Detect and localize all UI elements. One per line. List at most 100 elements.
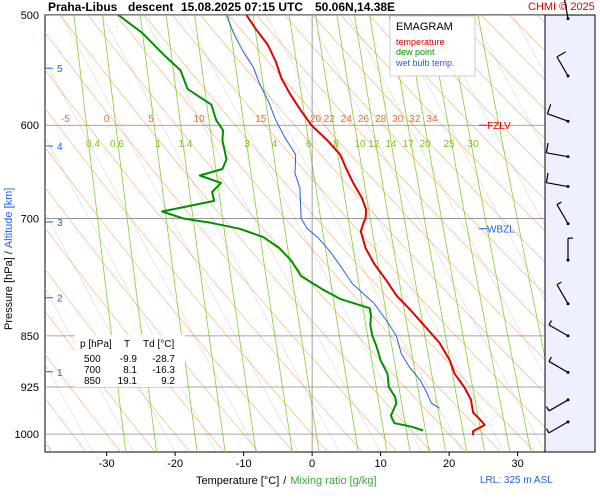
adiabat-label: 30	[392, 114, 404, 125]
table-header-t: T	[124, 339, 130, 350]
dry-adiabat	[312, 15, 545, 263]
x-tick-label: -10	[236, 458, 252, 470]
wind-barb-station	[566, 222, 570, 226]
adiabat-label: 15	[255, 114, 267, 125]
wind-barb-station	[566, 119, 570, 123]
dry-adiabat	[45, 107, 329, 452]
moist-adiabat	[101, 15, 340, 452]
wind-barb-flag	[548, 320, 552, 326]
adiabat-label: -5	[61, 114, 70, 125]
mixing-ratio-label: 10	[355, 139, 367, 150]
moist-adiabat	[45, 287, 135, 452]
mixing-ratio-line	[404, 15, 486, 452]
wind-barb-flag	[545, 428, 550, 434]
dry-adiabat	[45, 69, 363, 452]
mixing-ratio-label: 3	[244, 139, 250, 150]
mixing-ratio-line	[194, 15, 257, 452]
mixing-ratio-label: 1	[155, 139, 161, 150]
dry-adiabat	[87, 15, 467, 452]
wind-barb-flag	[545, 406, 550, 412]
mixing-ratio-line	[315, 15, 388, 452]
dry-adiabat	[45, 353, 122, 452]
dry-adiabat	[284, 15, 545, 295]
dry-adiabat	[45, 186, 260, 452]
table-header-td: Td [°C]	[143, 339, 174, 350]
credit-label: CHMI © 2025	[528, 1, 595, 13]
mixing-ratio-line	[227, 15, 293, 452]
wind-barb	[556, 281, 570, 306]
moist-adiabat	[389, 15, 545, 302]
adiabat-label: 20	[310, 114, 322, 125]
dry-adiabat	[228, 15, 545, 361]
table-cell: 500	[84, 354, 101, 365]
header-mode: descent	[128, 0, 174, 14]
dry-adiabat	[368, 15, 545, 201]
dry-adiabat	[45, 227, 225, 452]
adiabat-label: 5	[148, 114, 154, 125]
x-axis-title: Temperature [°C] / Mixing ratio [g/kg]	[196, 475, 377, 487]
mixing-ratio-label: 14	[385, 139, 397, 150]
dewpoint-line	[117, 15, 424, 432]
header-station: Praha-Libus	[48, 0, 118, 14]
altitude-tick-label: 4	[57, 142, 63, 153]
wetbulb-line	[226, 15, 440, 409]
adiabat-label: 34	[426, 114, 438, 125]
wind-barb	[556, 51, 570, 78]
wind-barb	[556, 201, 570, 226]
table-cell: -9.9	[120, 354, 138, 365]
mixing-ratio-label: 4	[272, 139, 278, 150]
legend-dewpoint: dew point	[396, 47, 435, 57]
adiabat-label: 22	[324, 114, 336, 125]
pressure-tick-label: 500	[21, 10, 39, 22]
wind-barb-staff	[548, 421, 569, 434]
adiabat-label: 0	[104, 114, 110, 125]
dry-adiabat	[256, 15, 545, 328]
pressure-tick-label: 925	[21, 382, 39, 394]
lrl-label: LRL: 325 m ASL	[480, 475, 553, 486]
wind-barb-staff	[564, 0, 569, 19]
mixing-ratio-line	[388, 15, 468, 452]
wind-barb-staff	[546, 182, 569, 188]
wind-barb	[548, 356, 570, 374]
x-tick-label: 0	[309, 458, 315, 470]
dry-adiabat	[59, 15, 432, 452]
wind-barb-flag	[548, 356, 552, 362]
wind-barb	[545, 172, 570, 189]
dry-adiabat	[340, 15, 545, 232]
moist-adiabat	[183, 15, 422, 452]
wind-barb-staff	[556, 284, 569, 305]
altitude-tick-label: 2	[57, 294, 63, 305]
legend: EMAGRAM temperature dew point wet bulb t…	[389, 15, 476, 77]
wind-barb-station	[566, 17, 570, 21]
altitude-tick-label: 1	[57, 368, 63, 379]
mixing-ratio-line	[427, 15, 511, 452]
moist-adiabat	[45, 136, 217, 452]
wind-barb-staff	[556, 204, 569, 224]
wind-barb-station	[566, 334, 570, 338]
mixing-ratio-label: 12	[368, 139, 380, 150]
dry-adiabat	[200, 15, 545, 394]
mixing-ratio-line	[102, 15, 157, 452]
wind-barb-staff	[556, 56, 569, 77]
legend-title: EMAGRAM	[396, 21, 453, 33]
mixing-ratio-line	[354, 15, 430, 452]
mixing-ratio-line	[139, 15, 198, 452]
wind-barb-staff	[547, 113, 569, 122]
mixing-ratio-label: 25	[444, 139, 456, 150]
pressure-tick-label: 850	[21, 331, 39, 343]
dry-adiabat	[45, 146, 294, 452]
wind-barb-station	[566, 370, 570, 374]
mixing-ratio-line	[369, 15, 447, 452]
x-tick-label: -20	[167, 458, 183, 470]
x-tick-label: -30	[99, 458, 115, 470]
wind-barb-flag	[546, 104, 552, 114]
table-cell: 850	[84, 376, 101, 387]
wind-barb-flag	[545, 172, 549, 183]
dry-adiabat	[424, 15, 545, 140]
moist-adiabat	[430, 15, 545, 226]
moist-adiabat	[45, 363, 94, 452]
dry-adiabat	[143, 15, 536, 452]
table-cell: 700	[84, 365, 101, 376]
mixing-ratio-line	[446, 15, 532, 452]
